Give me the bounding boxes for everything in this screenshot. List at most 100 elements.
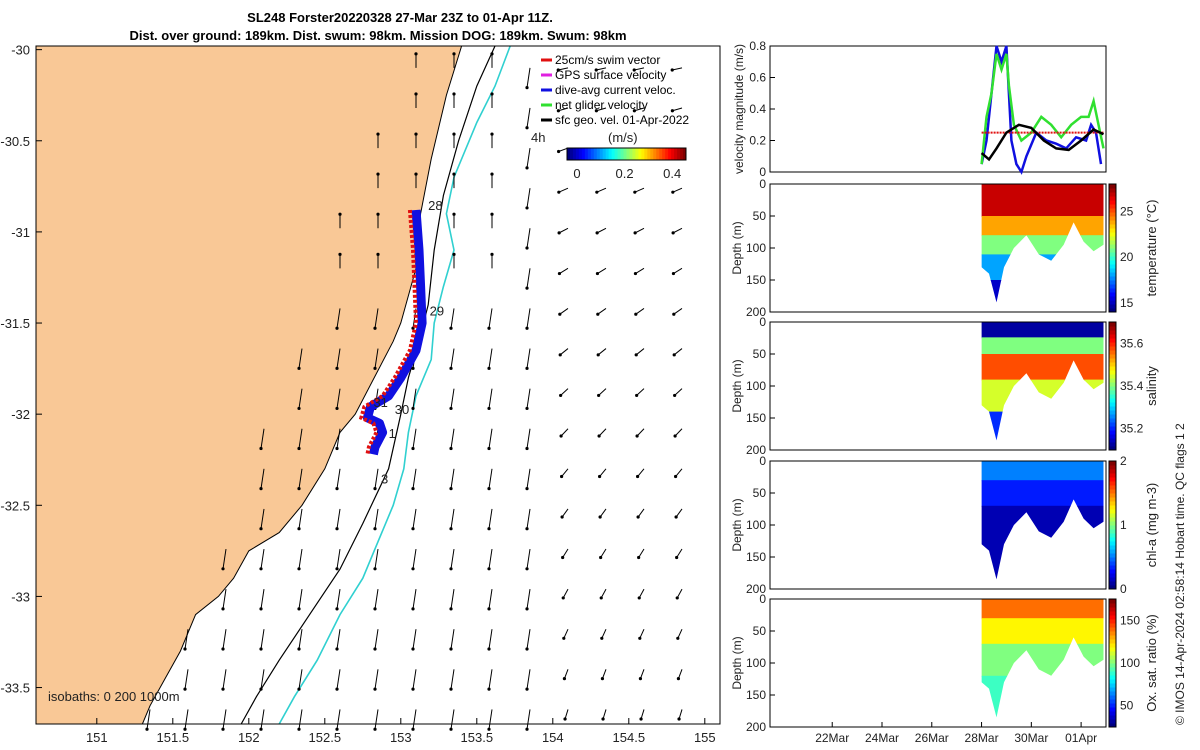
section-y-tick-label: 200 — [746, 720, 766, 734]
current-arrow — [412, 669, 417, 690]
current-arrow — [597, 267, 607, 274]
current-arrow — [558, 67, 569, 71]
day-label: 1 — [389, 426, 396, 441]
current-arrow — [558, 227, 569, 234]
colorbar-cell — [629, 148, 633, 160]
colorbar-tick-label: 0 — [573, 166, 580, 181]
current-arrow-head — [297, 687, 301, 691]
section-colorbar-cell — [1109, 394, 1116, 399]
section-colorbar-cell — [1109, 505, 1116, 510]
section-colorbar-cell — [1109, 346, 1116, 351]
current-arrow-head — [449, 487, 453, 491]
current-arrow-head — [373, 727, 377, 731]
current-arrow-head — [373, 647, 377, 651]
current-arrow-head — [525, 607, 529, 611]
current-arrow-head — [674, 515, 678, 519]
current-arrow-head — [335, 406, 339, 411]
section-colorbar-cell — [1109, 288, 1116, 293]
current-arrow — [526, 388, 531, 409]
section-y-tick-label: 50 — [753, 209, 767, 223]
current-arrow-head — [594, 68, 598, 72]
current-arrow — [634, 67, 645, 71]
map-y-tick-label: -33.5 — [0, 681, 30, 696]
section-colorbar-cell — [1109, 322, 1116, 327]
current-arrow — [673, 308, 683, 315]
section-colorbar-cell — [1109, 607, 1116, 612]
current-arrow — [488, 508, 493, 529]
section-colorbar-cell — [1109, 374, 1116, 379]
isobath-label: isobaths: 0 200 1000m — [48, 689, 180, 704]
current-arrow-head — [452, 132, 456, 136]
current-arrow-head — [633, 190, 637, 194]
section-colorbar-cell — [1109, 581, 1116, 586]
colorbar-cell — [662, 148, 666, 160]
current-arrow-head — [221, 647, 225, 651]
current-arrow — [526, 67, 531, 88]
current-arrow-head — [638, 677, 643, 681]
current-arrow — [558, 187, 569, 193]
coastline-land — [35, 45, 463, 725]
current-arrow — [260, 508, 265, 529]
colorbar-cell — [641, 148, 645, 160]
section-y-tick-label: 0 — [759, 177, 766, 191]
section-colorbar-cell — [1109, 501, 1116, 506]
current-arrow-head — [373, 527, 377, 531]
current-arrow-head — [259, 687, 263, 691]
time-tick-label: 01Apr — [1065, 731, 1097, 745]
current-arrow-head — [561, 596, 565, 600]
section-colorbar-cell — [1109, 469, 1116, 474]
current-arrow-head — [600, 677, 605, 681]
legend-label: 25cm/s swim vector — [555, 53, 660, 67]
section-colorbar-tick-label: 35.6 — [1120, 336, 1144, 350]
current-arrow-head — [335, 487, 339, 491]
current-arrow — [596, 107, 607, 112]
current-arrow — [488, 348, 493, 369]
section-colorbar-frame — [1108, 460, 1117, 590]
current-arrow — [450, 468, 455, 489]
current-arrow-head — [297, 487, 301, 491]
section-colorbar-cell — [1109, 382, 1116, 387]
current-arrow — [184, 669, 189, 690]
colorbar-cell — [659, 148, 663, 160]
colorbar-cell — [581, 148, 586, 160]
current-arrow-head — [670, 68, 674, 72]
section-colorbar-cell — [1109, 643, 1116, 648]
section-colorbar-cell — [1109, 599, 1116, 604]
current-arrow — [488, 548, 493, 569]
colorbar-cell — [575, 148, 580, 160]
colorbar-frame — [566, 147, 687, 161]
map-x-tick-label: 151.5 — [157, 730, 190, 745]
current-arrow — [298, 388, 303, 409]
current-arrow-head — [411, 607, 415, 611]
current-arrow — [597, 348, 607, 356]
current-arrow-head — [557, 190, 561, 194]
current-arrow-head — [598, 515, 602, 519]
current-arrow — [601, 629, 607, 639]
section-colorbar-cell — [1109, 326, 1116, 331]
section-colorbar-cell — [1109, 517, 1116, 522]
section-colorbar-cell — [1109, 663, 1116, 668]
current-arrow — [526, 308, 531, 329]
current-arrow — [564, 709, 569, 720]
current-arrow — [336, 589, 341, 609]
section-colorbar-cell — [1109, 296, 1116, 301]
current-arrow — [635, 348, 645, 356]
section-colorbar-cell — [1109, 679, 1116, 684]
section-colorbar-cell — [1109, 212, 1116, 217]
current-arrow-head — [376, 252, 380, 256]
velocity-series-line — [980, 45, 1103, 175]
current-arrow-head — [373, 607, 377, 611]
section-colorbar-cell — [1109, 300, 1116, 305]
current-arrow-head — [635, 393, 639, 398]
section-colorbar-cell — [1109, 414, 1116, 419]
current-arrow-head — [297, 406, 301, 411]
current-arrow — [674, 428, 683, 437]
current-arrow — [526, 508, 531, 529]
current-arrow — [450, 348, 455, 369]
map-y-tick-label: -33 — [11, 589, 30, 604]
current-arrow-head — [414, 132, 418, 136]
section-colorbar-cell — [1109, 334, 1116, 339]
current-arrow-head — [673, 393, 677, 398]
section-colorbar-cell — [1109, 252, 1116, 257]
section-colorbar-cell — [1109, 537, 1116, 542]
